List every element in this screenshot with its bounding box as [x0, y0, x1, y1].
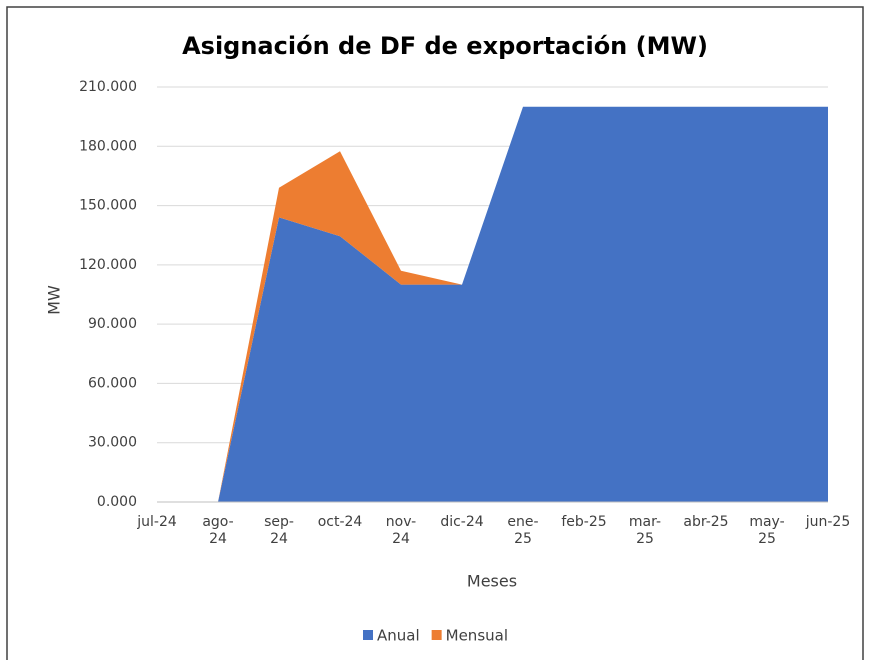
y-tick-label: 180.000 [79, 138, 137, 154]
x-tick-label: dic-24 [440, 514, 484, 530]
legend-label: Mensual [446, 627, 508, 645]
x-tick-label: ene-25 [507, 514, 539, 547]
y-tick-label: 210.000 [79, 79, 137, 95]
y-tick-label: 60.000 [88, 375, 137, 391]
legend-swatch [431, 630, 442, 640]
y-tick-label: 120.000 [79, 257, 137, 273]
y-tick-label: 0.000 [97, 494, 137, 510]
x-tick-label: jul-24 [137, 514, 177, 530]
x-tick-label: sep-24 [264, 514, 294, 547]
x-tick-label: feb-25 [561, 514, 607, 530]
x-tick-label: ago-24 [202, 514, 234, 547]
y-axis-label: MW [45, 285, 64, 315]
chart-title: Asignación de DF de exportación (MW) [182, 32, 708, 60]
y-tick-label: 90.000 [88, 316, 137, 332]
x-tick-label: may-25 [749, 514, 785, 547]
x-tick-label: jun-25 [805, 514, 851, 530]
legend-label: Anual [377, 627, 420, 645]
legend-swatch [363, 630, 373, 640]
y-tick-label: 150.000 [79, 198, 137, 214]
x-tick-label: mar-25 [628, 514, 662, 547]
y-tick-label: 30.000 [88, 435, 137, 451]
x-tick-label: oct-24 [317, 514, 363, 530]
x-tick-label: abr-25 [683, 514, 729, 530]
area [218, 106, 828, 502]
x-tick-label: nov-24 [385, 514, 417, 547]
x-axis-label: Meses [467, 572, 517, 591]
